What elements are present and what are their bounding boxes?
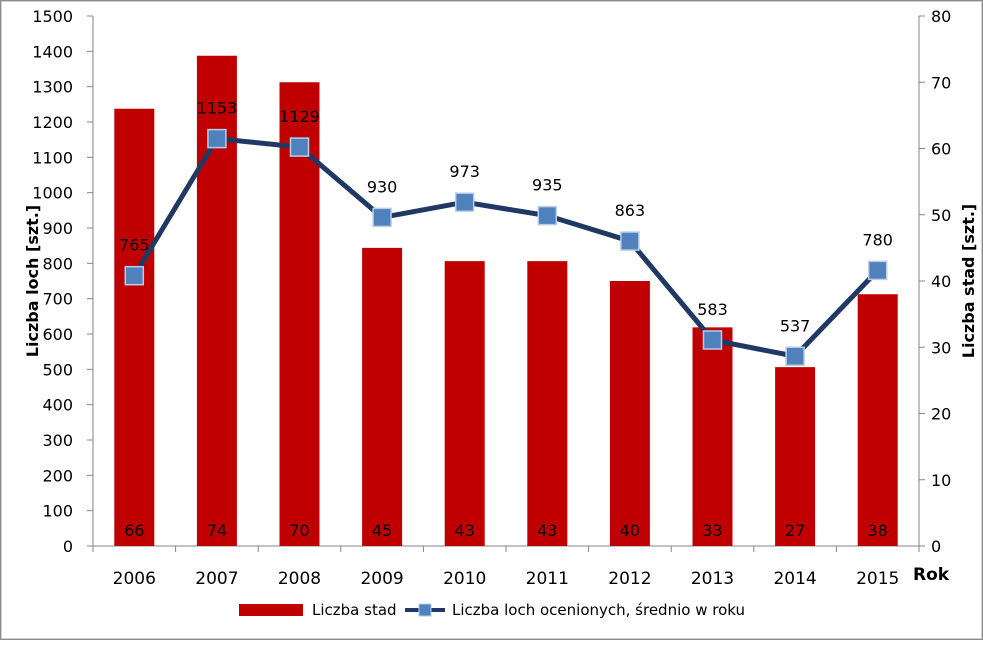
left-tick-label: 900 — [42, 219, 73, 238]
line-marker-2008 — [289, 137, 310, 157]
axes: 0100200300400500600700800900100011001200… — [23, 7, 978, 589]
right-tick-label: 70 — [931, 73, 951, 92]
bar-2015 — [857, 294, 898, 546]
left-tick-label: 100 — [42, 502, 73, 521]
right-tick-label: 0 — [931, 537, 941, 556]
right-tick-label: 30 — [931, 338, 951, 357]
legend-label-line: Liczba loch ocenionych, średnio w roku — [452, 601, 745, 619]
x-tick-label: 2015 — [856, 569, 899, 589]
right-tick-label: 20 — [931, 405, 951, 424]
bar-value-label: 43 — [455, 521, 475, 540]
right-tick-label: 10 — [931, 471, 951, 490]
line-marker-2015 — [867, 260, 888, 281]
bar-series — [114, 55, 898, 546]
line-series — [124, 128, 888, 367]
left-tick-label: 1400 — [32, 42, 73, 61]
left-tick-label: 1200 — [32, 113, 73, 132]
right-tick-label: 50 — [931, 206, 951, 225]
left-tick-label: 1000 — [32, 184, 73, 203]
bar-2009 — [362, 247, 403, 546]
bar-value-label: 43 — [537, 521, 557, 540]
line-value-label: 1129 — [279, 107, 320, 126]
line-value-label: 935 — [532, 176, 563, 195]
line-marker-2014 — [785, 346, 805, 367]
line-value-label: 765 — [119, 236, 150, 255]
line-marker-2010 — [454, 192, 475, 212]
legend: Liczba stad Liczba loch ocenionych, średn… — [239, 601, 745, 619]
line-value-label: 583 — [697, 300, 728, 319]
line-marker-2013 — [702, 330, 723, 350]
bar-value-label: 40 — [620, 521, 640, 540]
line-marker-2007 — [207, 128, 227, 149]
right-tick-label: 80 — [931, 7, 951, 26]
left-tick-label: 800 — [42, 254, 73, 273]
right-axis-title: Liczba stad [szt.] — [959, 204, 978, 358]
line-marker-2012 — [620, 231, 640, 251]
line-marker-2009 — [372, 207, 392, 228]
line-value-label: 930 — [367, 177, 398, 196]
bar-value-label: 66 — [124, 521, 144, 540]
line-marker-2006 — [124, 265, 145, 286]
bar-2013 — [692, 327, 733, 546]
x-tick-label: 2013 — [691, 569, 734, 589]
left-tick-label: 0 — [63, 537, 73, 556]
x-tick-label: 2006 — [113, 569, 156, 589]
line-value-label: 973 — [449, 162, 480, 181]
x-tick-label: 2012 — [608, 569, 651, 589]
bar-2006 — [114, 108, 155, 546]
left-tick-label: 600 — [42, 325, 73, 344]
left-tick-label: 300 — [42, 431, 73, 450]
bar-value-label: 45 — [372, 521, 392, 540]
line-value-label: 537 — [780, 316, 811, 335]
line-path — [132, 136, 880, 359]
bar-value-label: 74 — [207, 521, 227, 540]
right-tick-label: 40 — [931, 272, 951, 291]
legend-swatch-marker — [418, 603, 432, 617]
x-tick-label: 2011 — [526, 569, 569, 589]
x-tick-label: 2008 — [278, 569, 321, 589]
data-labels: 66 74 70 45 43 43 40 33 27 38 765 1153 1129 930 973 935… — [119, 99, 893, 540]
legend-swatch-bars — [239, 604, 303, 616]
left-axis-title: Liczba loch [szt.] — [23, 205, 42, 357]
bar-2011 — [527, 261, 568, 546]
bar-value-label: 27 — [785, 521, 805, 540]
bar-2010 — [444, 261, 485, 546]
bar-value-label: 33 — [702, 521, 722, 540]
bar-2014 — [775, 367, 816, 546]
left-tick-label: 1300 — [32, 78, 73, 97]
line-value-label: 863 — [615, 201, 646, 220]
bar-value-label: 70 — [289, 521, 309, 540]
left-tick-label: 1100 — [32, 148, 73, 167]
x-axis-title: Rok — [913, 565, 950, 585]
legend-label-bars: Liczba stad — [312, 601, 397, 619]
bar-value-label: 38 — [868, 521, 888, 540]
x-tick-label: 2014 — [773, 569, 816, 589]
left-tick-label: 1500 — [32, 7, 73, 26]
line-value-label: 780 — [862, 230, 893, 249]
x-tick-label: 2007 — [195, 569, 238, 589]
left-tick-label: 200 — [42, 466, 73, 485]
left-tick-label: 500 — [42, 360, 73, 379]
left-tick-label: 400 — [42, 396, 73, 415]
left-tick-label: 700 — [42, 290, 73, 309]
x-tick-label: 2009 — [360, 569, 403, 589]
right-tick-label: 60 — [931, 140, 951, 159]
bar-2012 — [609, 281, 650, 546]
line-value-label: 1153 — [197, 99, 238, 118]
x-tick-label: 2010 — [443, 569, 486, 589]
line-marker-2011 — [537, 205, 558, 226]
